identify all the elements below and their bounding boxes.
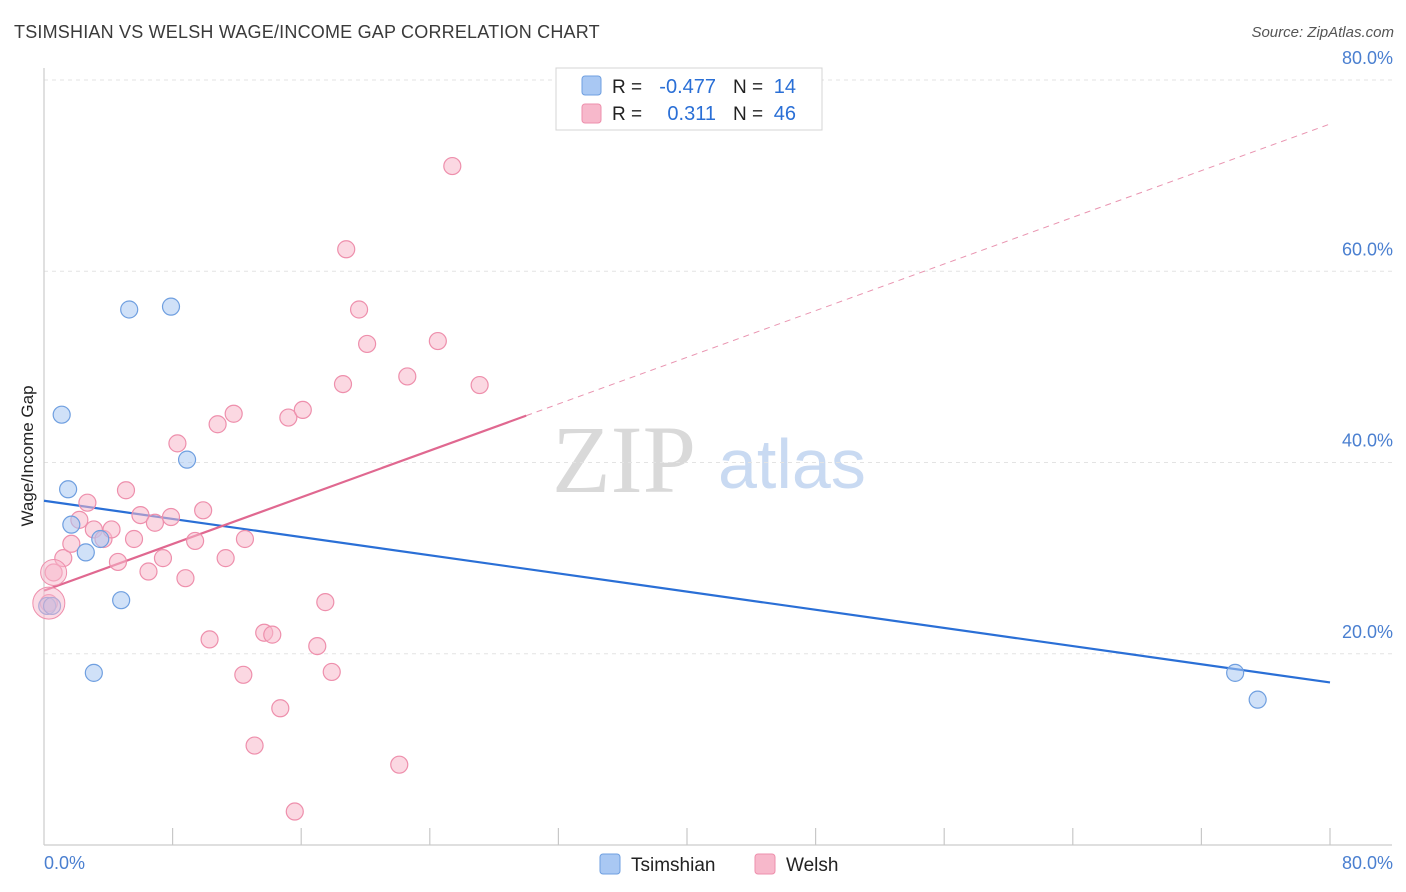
chart-title: TSIMSHIAN VS WELSH WAGE/INCOME GAP CORRE… (14, 22, 600, 42)
trend-line-extension-welsh (526, 123, 1331, 417)
legend-swatch-welsh (754, 853, 776, 875)
point-welsh[interactable] (131, 505, 150, 525)
data-points (32, 156, 1267, 821)
point-welsh[interactable] (470, 375, 489, 395)
point-welsh[interactable] (308, 636, 327, 656)
legend-item-tsimshian[interactable]: Tsimshian (599, 853, 715, 876)
point-welsh[interactable] (176, 569, 195, 588)
point-welsh[interactable] (333, 374, 353, 394)
point-welsh[interactable] (390, 755, 409, 774)
point-welsh[interactable] (358, 334, 377, 354)
y-tick-label: 60.0% (1342, 239, 1393, 259)
point-welsh-cluster[interactable] (32, 586, 66, 620)
point-tsimshian[interactable] (161, 297, 181, 316)
point-tsimshian[interactable] (62, 515, 81, 534)
point-welsh[interactable] (316, 593, 335, 612)
point-welsh[interactable] (349, 300, 369, 319)
point-welsh[interactable] (279, 408, 298, 427)
stats-r-value-welsh: 0.311 (667, 103, 716, 125)
point-welsh[interactable] (200, 630, 219, 649)
point-tsimshian[interactable] (1248, 690, 1267, 709)
stats-n-value-welsh: 46 (774, 103, 796, 125)
point-tsimshian[interactable] (112, 591, 131, 610)
point-welsh[interactable] (124, 529, 144, 549)
point-welsh[interactable] (168, 434, 187, 453)
point-welsh[interactable] (145, 513, 165, 532)
stats-swatch-welsh (581, 103, 602, 124)
stats-swatch-tsimshian (581, 75, 602, 96)
point-tsimshian[interactable] (1226, 663, 1245, 682)
stats-r-value-tsimshian: -0.477 (659, 76, 716, 98)
y-tick-label: 80.0% (1342, 48, 1393, 68)
point-welsh[interactable] (337, 240, 356, 259)
watermark-zip: ZIP (552, 406, 696, 513)
y-tick-label: 20.0% (1342, 622, 1393, 642)
chart-source: Source: ZipAtlas.com (1251, 24, 1394, 41)
gridlines (44, 79, 1392, 655)
point-welsh[interactable] (245, 736, 264, 755)
point-welsh[interactable] (263, 625, 282, 644)
point-welsh[interactable] (194, 501, 213, 520)
point-welsh[interactable] (139, 562, 158, 581)
legend-label-welsh: Welsh (786, 855, 838, 876)
legend-item-welsh[interactable]: Welsh (754, 853, 838, 876)
stats-r-label-tsimshian: R = (612, 77, 642, 98)
stats-n-value-tsimshian: 14 (774, 76, 796, 98)
watermark: ZIP atlas (552, 406, 866, 513)
point-welsh[interactable] (116, 481, 136, 500)
point-welsh[interactable] (293, 400, 312, 420)
trend-lines (43, 123, 1331, 684)
point-welsh[interactable] (428, 331, 447, 351)
legend-swatch-tsimshian (599, 853, 621, 875)
point-welsh[interactable] (322, 662, 341, 682)
point-welsh[interactable] (216, 549, 235, 568)
point-tsimshian[interactable] (177, 450, 197, 469)
y-tick-label: 40.0% (1342, 431, 1393, 451)
point-welsh[interactable] (161, 507, 181, 527)
point-tsimshian[interactable] (76, 543, 95, 562)
x-axis-ticks (172, 828, 1331, 845)
x-tick-label-min: 0.0% (44, 853, 85, 873)
stats-n-label-tsimshian: N = (733, 77, 763, 98)
point-welsh[interactable] (285, 802, 304, 821)
point-tsimshian[interactable] (120, 300, 139, 319)
point-welsh[interactable] (271, 699, 290, 718)
point-welsh[interactable] (78, 493, 97, 512)
point-welsh[interactable] (186, 531, 205, 551)
y-axis-tick-labels: 20.0% 40.0% 60.0% 80.0% (1342, 48, 1393, 642)
point-welsh[interactable] (224, 404, 243, 423)
point-tsimshian[interactable] (84, 663, 103, 682)
trend-line-tsimshian (43, 499, 1331, 684)
point-welsh[interactable] (443, 156, 462, 176)
watermark-atlas: atlas (718, 425, 866, 503)
legend: Tsimshian Welsh (599, 853, 838, 876)
point-welsh[interactable] (398, 367, 417, 386)
point-tsimshian[interactable] (91, 529, 110, 549)
point-welsh[interactable] (235, 529, 255, 549)
point-welsh[interactable] (62, 534, 81, 553)
point-welsh[interactable] (108, 552, 128, 572)
stats-r-label-welsh: R = (612, 104, 642, 125)
point-tsimshian[interactable] (59, 480, 78, 499)
stats-box: R = -0.477 N = 14 R = 0.311 N = 46 (555, 67, 823, 131)
point-welsh-cluster[interactable] (40, 558, 68, 586)
point-tsimshian[interactable] (52, 405, 71, 424)
stats-n-label-welsh: N = (733, 104, 763, 125)
legend-label-tsimshian: Tsimshian (631, 855, 715, 876)
point-welsh[interactable] (234, 665, 253, 684)
point-welsh[interactable] (153, 549, 173, 568)
point-welsh[interactable] (208, 415, 227, 434)
y-axis-title: Wage/Income Gap (18, 385, 37, 526)
x-tick-label-max: 80.0% (1342, 853, 1393, 873)
